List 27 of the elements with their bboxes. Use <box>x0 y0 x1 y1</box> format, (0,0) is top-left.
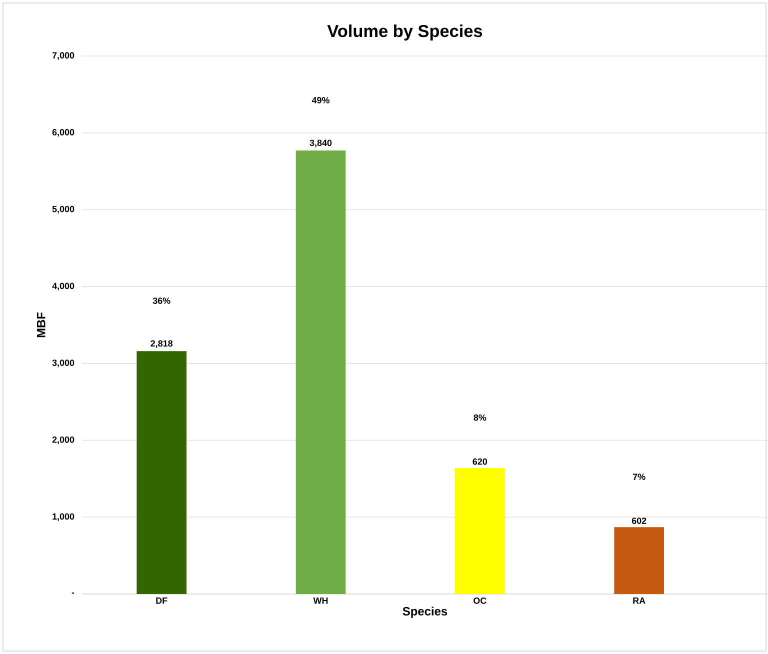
chart-title: Volume by Species <box>327 24 482 41</box>
y-tick-label: 2,000 <box>52 436 74 444</box>
x-tick-label: RA <box>633 598 646 604</box>
bar <box>296 150 346 594</box>
x-tick-label: WH <box>313 598 328 604</box>
annotation: 602 <box>632 518 646 524</box>
x-tick-label: OC <box>474 598 486 604</box>
bar <box>614 527 664 594</box>
annotation: 8% <box>474 414 486 421</box>
y-tick-label: - <box>72 592 74 594</box>
bar <box>455 468 505 594</box>
x-tick-label: DF <box>156 598 168 604</box>
annotation: 7% <box>632 474 646 480</box>
annotation: 2,818 <box>150 340 173 348</box>
annotation: 620 <box>472 458 488 465</box>
annotation: 36% <box>152 298 170 304</box>
y-tick-label: 4,000 <box>52 282 74 290</box>
y-axis-title: MBF <box>37 312 46 338</box>
y-tick-label: 7,000 <box>52 52 74 60</box>
x-axis-title: Species <box>402 606 448 618</box>
annotation: 3,840 <box>310 140 332 148</box>
y-tick-label: 6,000 <box>52 129 74 137</box>
bar <box>136 351 186 594</box>
y-tick-label: 5,000 <box>52 206 74 214</box>
annotation: 49% <box>312 96 330 104</box>
y-tick-label: 1,000 <box>52 513 74 521</box>
y-tick-label: 3,000 <box>52 360 74 368</box>
